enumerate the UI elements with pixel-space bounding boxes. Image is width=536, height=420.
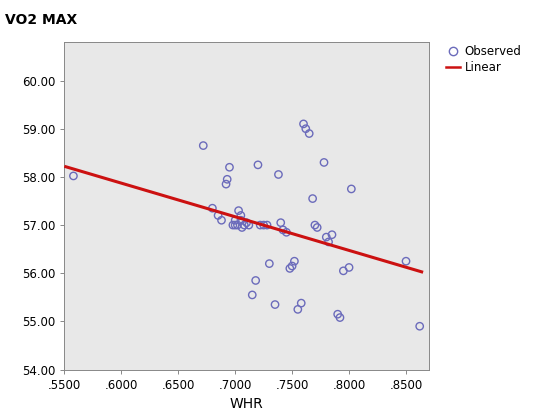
Point bbox=[254, 161, 262, 168]
Point bbox=[234, 207, 243, 214]
Point bbox=[327, 231, 336, 238]
Point bbox=[271, 301, 279, 308]
Point bbox=[231, 222, 240, 228]
Point bbox=[297, 300, 306, 307]
Point bbox=[322, 234, 331, 241]
Point bbox=[313, 224, 322, 231]
Point bbox=[263, 222, 271, 228]
Point bbox=[274, 171, 283, 178]
Point bbox=[240, 222, 249, 228]
Point bbox=[242, 219, 251, 226]
Point bbox=[248, 291, 257, 298]
Point bbox=[277, 219, 285, 226]
Point bbox=[299, 121, 308, 127]
Point bbox=[225, 164, 234, 171]
X-axis label: WHR: WHR bbox=[230, 397, 263, 411]
Point bbox=[294, 306, 302, 313]
Point bbox=[324, 239, 333, 245]
Point bbox=[217, 217, 226, 223]
Point bbox=[229, 222, 237, 228]
Legend: Observed, Linear: Observed, Linear bbox=[442, 41, 525, 78]
Point bbox=[308, 195, 317, 202]
Point bbox=[236, 212, 245, 219]
Point bbox=[259, 222, 268, 228]
Point bbox=[345, 264, 353, 271]
Point bbox=[265, 260, 274, 267]
Point bbox=[231, 217, 240, 223]
Point bbox=[214, 212, 222, 219]
Point bbox=[244, 222, 253, 228]
Point bbox=[402, 258, 411, 265]
Point bbox=[305, 130, 314, 137]
Point bbox=[333, 311, 342, 318]
Point bbox=[233, 222, 242, 228]
Point bbox=[302, 125, 310, 132]
Point bbox=[336, 314, 344, 321]
Point bbox=[256, 222, 265, 228]
Point bbox=[339, 268, 348, 274]
Point bbox=[251, 277, 260, 284]
Point bbox=[415, 323, 424, 330]
Point bbox=[347, 186, 356, 192]
Point bbox=[199, 142, 207, 149]
Point bbox=[238, 224, 247, 231]
Point bbox=[223, 176, 232, 183]
Point bbox=[290, 258, 299, 265]
Point bbox=[288, 262, 296, 269]
Text: VO2 MAX: VO2 MAX bbox=[5, 13, 78, 26]
Point bbox=[236, 217, 245, 223]
Point bbox=[222, 181, 230, 187]
Point bbox=[69, 173, 78, 179]
Point bbox=[208, 205, 217, 212]
Point bbox=[320, 159, 329, 166]
Point bbox=[279, 226, 287, 233]
Point bbox=[286, 265, 294, 272]
Point bbox=[311, 222, 319, 228]
Point bbox=[282, 229, 291, 236]
